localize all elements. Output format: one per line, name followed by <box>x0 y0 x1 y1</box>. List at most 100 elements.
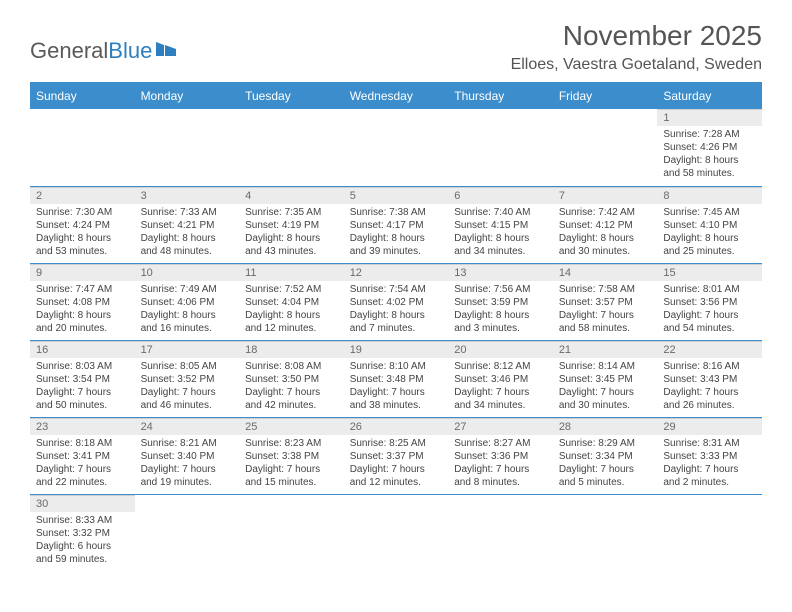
calendar-cell: 22Sunrise: 8:16 AMSunset: 3:43 PMDayligh… <box>657 340 762 417</box>
calendar-cell: 21Sunrise: 8:14 AMSunset: 3:45 PMDayligh… <box>553 340 658 417</box>
daylight-text-1: Daylight: 8 hours <box>245 309 338 322</box>
daylight-text-1: Daylight: 8 hours <box>350 309 443 322</box>
sunset-text: Sunset: 3:32 PM <box>36 527 129 540</box>
calendar-cell: 30Sunrise: 8:33 AMSunset: 3:32 PMDayligh… <box>30 494 135 571</box>
day-number: 23 <box>30 418 135 435</box>
sunrise-text: Sunrise: 8:01 AM <box>663 283 756 296</box>
calendar-cell <box>448 109 553 186</box>
day-number: 1 <box>657 109 762 126</box>
daylight-text-2: and 30 minutes. <box>559 245 652 258</box>
calendar-row: 1Sunrise: 7:28 AMSunset: 4:26 PMDaylight… <box>30 109 762 186</box>
day-content: Sunrise: 8:33 AMSunset: 3:32 PMDaylight:… <box>30 512 135 570</box>
calendar-cell: 29Sunrise: 8:31 AMSunset: 3:33 PMDayligh… <box>657 417 762 494</box>
sunrise-text: Sunrise: 7:40 AM <box>454 206 547 219</box>
day-content: Sunrise: 8:05 AMSunset: 3:52 PMDaylight:… <box>135 358 240 416</box>
day-content: Sunrise: 7:40 AMSunset: 4:15 PMDaylight:… <box>448 204 553 262</box>
day-content: Sunrise: 7:47 AMSunset: 4:08 PMDaylight:… <box>30 281 135 339</box>
calendar-cell <box>135 109 240 186</box>
day-number: 22 <box>657 341 762 358</box>
daylight-text-1: Daylight: 8 hours <box>663 232 756 245</box>
daylight-text-1: Daylight: 7 hours <box>350 386 443 399</box>
day-number: 17 <box>135 341 240 358</box>
sunset-text: Sunset: 4:15 PM <box>454 219 547 232</box>
daylight-text-1: Daylight: 8 hours <box>350 232 443 245</box>
calendar-row: 9Sunrise: 7:47 AMSunset: 4:08 PMDaylight… <box>30 263 762 340</box>
day-number: 12 <box>344 264 449 281</box>
daylight-text-1: Daylight: 8 hours <box>36 232 129 245</box>
daylight-text-2: and 59 minutes. <box>36 553 129 566</box>
calendar-cell: 20Sunrise: 8:12 AMSunset: 3:46 PMDayligh… <box>448 340 553 417</box>
daylight-text-2: and 58 minutes. <box>663 167 756 180</box>
day-content: Sunrise: 7:42 AMSunset: 4:12 PMDaylight:… <box>553 204 658 262</box>
sunset-text: Sunset: 4:10 PM <box>663 219 756 232</box>
daylight-text-2: and 34 minutes. <box>454 245 547 258</box>
day-content: Sunrise: 8:01 AMSunset: 3:56 PMDaylight:… <box>657 281 762 339</box>
day-number: 27 <box>448 418 553 435</box>
day-number: 5 <box>344 187 449 204</box>
daylight-text-2: and 58 minutes. <box>559 322 652 335</box>
sunset-text: Sunset: 3:56 PM <box>663 296 756 309</box>
day-number: 10 <box>135 264 240 281</box>
calendar-cell: 10Sunrise: 7:49 AMSunset: 4:06 PMDayligh… <box>135 263 240 340</box>
daylight-text-1: Daylight: 6 hours <box>36 540 129 553</box>
day-number: 3 <box>135 187 240 204</box>
calendar-row: 23Sunrise: 8:18 AMSunset: 3:41 PMDayligh… <box>30 417 762 494</box>
sunrise-text: Sunrise: 8:21 AM <box>141 437 234 450</box>
day-content: Sunrise: 8:03 AMSunset: 3:54 PMDaylight:… <box>30 358 135 416</box>
sunrise-text: Sunrise: 8:10 AM <box>350 360 443 373</box>
day-number: 29 <box>657 418 762 435</box>
title-block: November 2025 Elloes, Vaestra Goetaland,… <box>511 20 762 74</box>
day-content: Sunrise: 8:08 AMSunset: 3:50 PMDaylight:… <box>239 358 344 416</box>
day-content: Sunrise: 8:16 AMSunset: 3:43 PMDaylight:… <box>657 358 762 416</box>
calendar-cell <box>239 494 344 571</box>
daylight-text-1: Daylight: 7 hours <box>36 463 129 476</box>
day-content: Sunrise: 8:21 AMSunset: 3:40 PMDaylight:… <box>135 435 240 493</box>
daylight-text-1: Daylight: 7 hours <box>454 463 547 476</box>
daylight-text-1: Daylight: 7 hours <box>245 386 338 399</box>
sunrise-text: Sunrise: 7:33 AM <box>141 206 234 219</box>
sunset-text: Sunset: 3:34 PM <box>559 450 652 463</box>
daylight-text-2: and 48 minutes. <box>141 245 234 258</box>
sunrise-text: Sunrise: 8:05 AM <box>141 360 234 373</box>
calendar-cell <box>239 109 344 186</box>
daylight-text-2: and 39 minutes. <box>350 245 443 258</box>
daylight-text-1: Daylight: 7 hours <box>663 386 756 399</box>
daylight-text-2: and 20 minutes. <box>36 322 129 335</box>
day-number: 21 <box>553 341 658 358</box>
weekday-header-row: Sunday Monday Tuesday Wednesday Thursday… <box>30 83 762 110</box>
day-content: Sunrise: 7:52 AMSunset: 4:04 PMDaylight:… <box>239 281 344 339</box>
daylight-text-2: and 54 minutes. <box>663 322 756 335</box>
weekday-header: Sunday <box>30 83 135 110</box>
day-number: 7 <box>553 187 658 204</box>
day-number: 8 <box>657 187 762 204</box>
daylight-text-2: and 53 minutes. <box>36 245 129 258</box>
sunset-text: Sunset: 3:52 PM <box>141 373 234 386</box>
daylight-text-2: and 5 minutes. <box>559 476 652 489</box>
sunset-text: Sunset: 3:50 PM <box>245 373 338 386</box>
sunset-text: Sunset: 3:41 PM <box>36 450 129 463</box>
logo-text-2: Blue <box>108 38 152 64</box>
month-title: November 2025 <box>511 20 762 52</box>
calendar-cell: 8 Sunrise: 7:45 AMSunset: 4:10 PMDaylight… <box>657 186 762 263</box>
sunrise-text: Sunrise: 7:45 AM <box>663 206 756 219</box>
day-number: 26 <box>344 418 449 435</box>
calendar-cell <box>553 494 658 571</box>
sunset-text: Sunset: 3:54 PM <box>36 373 129 386</box>
sunrise-text: Sunrise: 8:08 AM <box>245 360 338 373</box>
day-content: Sunrise: 7:35 AMSunset: 4:19 PMDaylight:… <box>239 204 344 262</box>
calendar-cell: 13Sunrise: 7:56 AMSunset: 3:59 PMDayligh… <box>448 263 553 340</box>
daylight-text-1: Daylight: 8 hours <box>454 309 547 322</box>
calendar-cell: 17Sunrise: 8:05 AMSunset: 3:52 PMDayligh… <box>135 340 240 417</box>
sunrise-text: Sunrise: 8:12 AM <box>454 360 547 373</box>
sunrise-text: Sunrise: 7:52 AM <box>245 283 338 296</box>
sunrise-text: Sunrise: 7:54 AM <box>350 283 443 296</box>
sunset-text: Sunset: 4:08 PM <box>36 296 129 309</box>
day-content: Sunrise: 8:23 AMSunset: 3:38 PMDaylight:… <box>239 435 344 493</box>
calendar-cell: 7Sunrise: 7:42 AMSunset: 4:12 PMDaylight… <box>553 186 658 263</box>
sunset-text: Sunset: 3:40 PM <box>141 450 234 463</box>
sunrise-text: Sunrise: 8:27 AM <box>454 437 547 450</box>
header: GeneralBlue November 2025 Elloes, Vaestr… <box>30 20 762 74</box>
sunrise-text: Sunrise: 8:33 AM <box>36 514 129 527</box>
calendar-cell: 19Sunrise: 8:10 AMSunset: 3:48 PMDayligh… <box>344 340 449 417</box>
daylight-text-1: Daylight: 8 hours <box>454 232 547 245</box>
